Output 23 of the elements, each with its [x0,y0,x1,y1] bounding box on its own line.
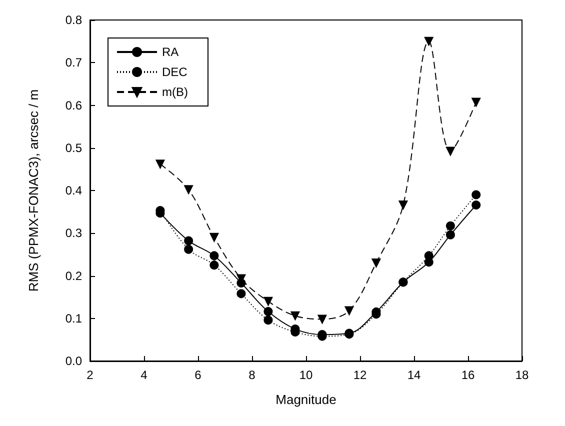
y-tick-label: 0.7 [65,56,82,70]
y-tick-label: 0.0 [65,354,82,368]
y-tick-label: 0.3 [65,226,82,240]
x-tick-label: 14 [407,368,421,382]
y-tick-label: 0.5 [65,140,82,155]
x-tick-label: 2 [86,368,94,382]
legend-label: m(B) [162,85,188,99]
y-tick-label: 0.6 [65,98,82,112]
x-tick-label: 12 [353,368,367,382]
y-tick-label: 0.2 [65,268,82,283]
y-axis-title: RMS (PPMX-FONAC3), arcsec / m [26,89,41,292]
y-tick-label: 0.8 [65,13,82,27]
x-tick-label: 10 [299,368,313,382]
x-tick-label: 6 [194,368,202,382]
legend-label: RA [162,45,179,59]
legend-label: DEC [162,65,188,79]
x-tick-label: 8 [248,368,256,382]
y-tick-label: 0.4 [65,184,82,198]
x-tick-label: 16 [461,368,475,382]
y-tick-label: 0.1 [65,311,82,326]
x-tick-label: 18 [515,368,529,382]
x-axis-title: Magnitude [276,392,336,407]
x-tick-label: 4 [140,368,148,382]
